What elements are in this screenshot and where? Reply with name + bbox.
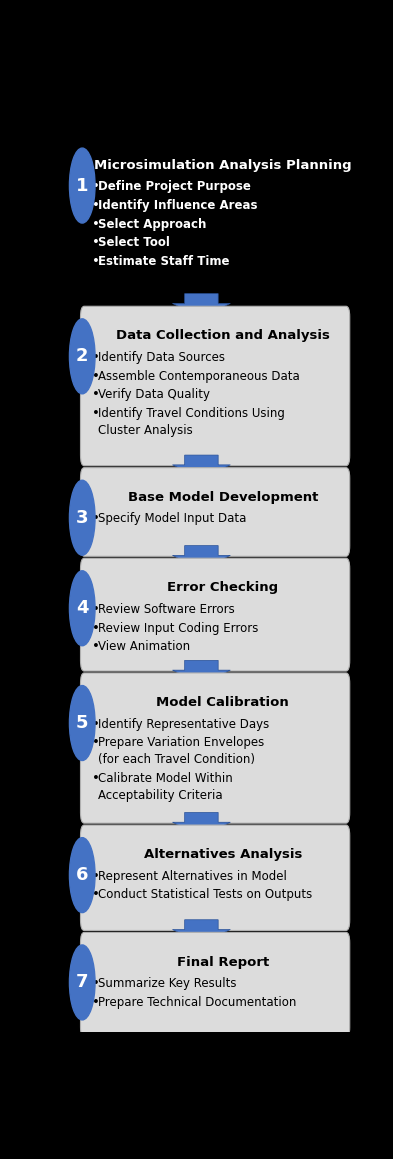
Text: 6: 6 <box>76 866 88 884</box>
Text: •: • <box>92 255 100 268</box>
Text: 2: 2 <box>76 348 88 365</box>
Text: Final Report: Final Report <box>176 955 269 969</box>
Text: Specify Model Input Data: Specify Model Input Data <box>98 512 246 525</box>
Text: Verify Data Quality: Verify Data Quality <box>98 388 210 401</box>
Polygon shape <box>173 661 230 684</box>
Text: Acceptability Criteria: Acceptability Criteria <box>98 789 222 802</box>
Polygon shape <box>173 293 230 316</box>
Text: •: • <box>92 889 100 902</box>
Text: •: • <box>92 717 100 730</box>
Text: 3: 3 <box>76 509 88 526</box>
Circle shape <box>70 945 95 1020</box>
Text: •: • <box>92 772 100 785</box>
Text: Prepare Technical Documentation: Prepare Technical Documentation <box>98 996 296 1008</box>
Text: Identify Data Sources: Identify Data Sources <box>98 351 225 364</box>
FancyBboxPatch shape <box>81 468 350 556</box>
Text: Data Collection and Analysis: Data Collection and Analysis <box>116 329 330 342</box>
Circle shape <box>70 570 95 646</box>
Text: •: • <box>92 407 100 420</box>
Text: •: • <box>92 218 100 231</box>
Text: •: • <box>92 996 100 1008</box>
Text: 7: 7 <box>76 974 88 991</box>
Polygon shape <box>173 812 230 836</box>
Text: Calibrate Model Within: Calibrate Model Within <box>98 772 233 785</box>
FancyBboxPatch shape <box>81 306 350 466</box>
Circle shape <box>70 148 95 223</box>
Text: Summarize Key Results: Summarize Key Results <box>98 977 236 990</box>
FancyBboxPatch shape <box>81 559 350 671</box>
Text: Error Checking: Error Checking <box>167 582 278 595</box>
Text: •: • <box>92 869 100 883</box>
Text: Identify Representative Days: Identify Representative Days <box>98 717 269 730</box>
Text: Represent Alternatives in Model: Represent Alternatives in Model <box>98 869 287 883</box>
Text: •: • <box>92 236 100 249</box>
Circle shape <box>70 685 95 760</box>
Text: Select Approach: Select Approach <box>98 218 206 231</box>
Polygon shape <box>173 455 230 479</box>
Text: Conduct Statistical Tests on Outputs: Conduct Statistical Tests on Outputs <box>98 889 312 902</box>
Text: •: • <box>92 603 100 615</box>
Text: •: • <box>92 512 100 525</box>
Text: •: • <box>92 736 100 750</box>
Text: •: • <box>92 199 100 212</box>
Text: View Animation: View Animation <box>98 640 190 654</box>
Text: Alternatives Analysis: Alternatives Analysis <box>143 848 302 861</box>
Text: 4: 4 <box>76 599 88 618</box>
Text: Model Calibration: Model Calibration <box>156 697 289 709</box>
Text: Review Software Errors: Review Software Errors <box>98 603 235 615</box>
Text: Base Model Development: Base Model Development <box>128 491 318 504</box>
Text: Review Input Coding Errors: Review Input Coding Errors <box>98 621 258 635</box>
Polygon shape <box>173 920 230 943</box>
Text: •: • <box>92 370 100 382</box>
Circle shape <box>70 480 95 555</box>
Polygon shape <box>173 546 230 569</box>
Text: •: • <box>92 180 100 194</box>
Text: Assemble Contemporaneous Data: Assemble Contemporaneous Data <box>98 370 299 382</box>
Text: (for each Travel Condition): (for each Travel Condition) <box>98 753 255 766</box>
Text: •: • <box>92 977 100 990</box>
Circle shape <box>70 319 95 394</box>
Text: •: • <box>92 640 100 654</box>
Text: Select Tool: Select Tool <box>98 236 170 249</box>
FancyBboxPatch shape <box>81 825 350 931</box>
Text: •: • <box>92 621 100 635</box>
Text: Identify Travel Conditions Using: Identify Travel Conditions Using <box>98 407 285 420</box>
Text: Estimate Staff Time: Estimate Staff Time <box>98 255 230 268</box>
Text: •: • <box>92 351 100 364</box>
Circle shape <box>70 838 95 912</box>
FancyBboxPatch shape <box>81 673 350 823</box>
Text: Identify Influence Areas: Identify Influence Areas <box>98 199 257 212</box>
FancyBboxPatch shape <box>81 136 350 305</box>
Text: 5: 5 <box>76 714 88 732</box>
Text: 1: 1 <box>76 176 88 195</box>
FancyBboxPatch shape <box>81 932 350 1037</box>
Text: Cluster Analysis: Cluster Analysis <box>98 424 193 437</box>
Text: Prepare Variation Envelopes: Prepare Variation Envelopes <box>98 736 264 750</box>
Text: Microsimulation Analysis Planning: Microsimulation Analysis Planning <box>94 159 352 172</box>
Text: •: • <box>92 388 100 401</box>
Text: Define Project Purpose: Define Project Purpose <box>98 180 251 194</box>
